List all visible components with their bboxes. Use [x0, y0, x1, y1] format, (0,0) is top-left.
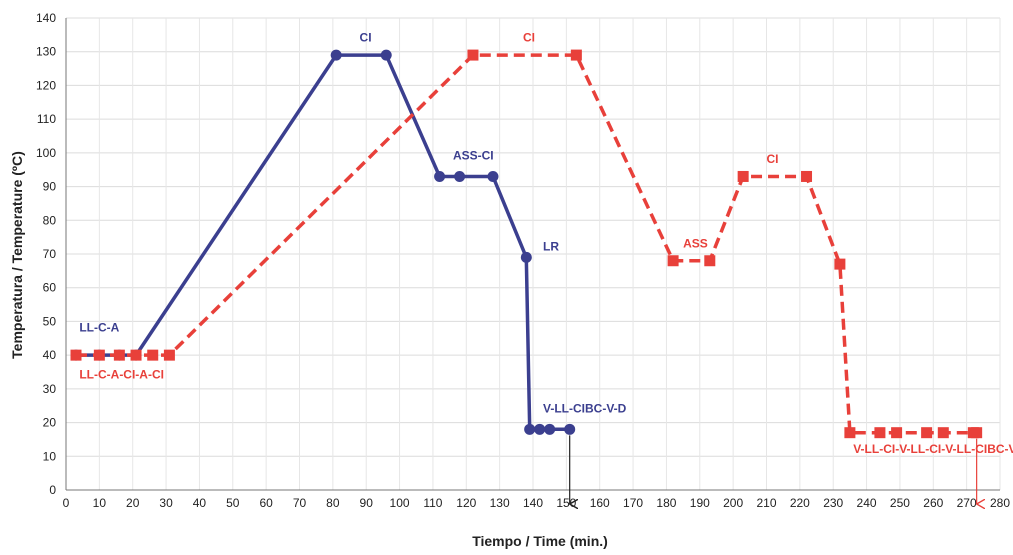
- data-point: [113, 349, 125, 361]
- data-point: [937, 427, 949, 439]
- annotation-label: LR: [543, 240, 559, 254]
- y-tick-label: 100: [36, 146, 56, 160]
- data-point: [434, 170, 446, 182]
- x-tick-label: 120: [456, 496, 476, 510]
- y-tick-label: 130: [36, 45, 56, 59]
- data-point: [737, 170, 749, 182]
- y-tick-label: 10: [43, 449, 57, 463]
- annotation-label: ASS-CI: [453, 149, 494, 163]
- y-tick-label: 140: [36, 11, 56, 25]
- x-tick-label: 160: [590, 496, 610, 510]
- axes: [65, 18, 1000, 491]
- grid: [65, 17, 1001, 491]
- data-point: [147, 349, 159, 361]
- x-tick-label: 130: [490, 496, 510, 510]
- annotation-label: LL-C-A-CI-A-CI: [79, 368, 164, 382]
- x-tick-label: 100: [390, 496, 410, 510]
- x-tick-label: 180: [656, 496, 676, 510]
- x-tick-label: 0: [63, 496, 70, 510]
- y-tick-label: 70: [43, 247, 57, 261]
- data-point: [330, 49, 342, 61]
- x-tick-label: 80: [326, 496, 340, 510]
- data-point: [520, 251, 532, 263]
- data-point: [534, 423, 546, 435]
- data-point: [874, 427, 886, 439]
- data-point: [564, 423, 576, 435]
- y-tick-label: 40: [43, 348, 57, 362]
- end-arrows: [570, 435, 977, 504]
- data-point: [130, 349, 142, 361]
- annotation-label: CI: [523, 31, 535, 45]
- x-tick-label: 210: [756, 496, 776, 510]
- data-point: [380, 49, 392, 61]
- x-tick-label: 30: [159, 496, 173, 510]
- data-point: [93, 349, 105, 361]
- data-point: [704, 255, 716, 267]
- data-point: [544, 423, 556, 435]
- data-point: [844, 427, 856, 439]
- x-axis-label: Tiempo / Time (min.): [472, 533, 608, 549]
- y-tick-label: 80: [43, 213, 57, 227]
- y-axis-label: Temperatura / Temperature (ºC): [9, 151, 25, 359]
- x-tick-label: 220: [790, 496, 810, 510]
- annotation-label: V-LL-CIBC-V-D: [543, 401, 627, 415]
- annotation-label: CI: [767, 152, 779, 166]
- series-2: [70, 49, 983, 439]
- y-tick-label: 30: [43, 382, 57, 396]
- x-tick-label: 280: [990, 496, 1010, 510]
- annotation-label: LL-C-A: [79, 321, 119, 335]
- x-tick-label: 190: [690, 496, 710, 510]
- x-tick-label: 40: [193, 496, 207, 510]
- annotations: LL-C-A LL-C-A-CI-A-CI CI CI ASS-CI LR V-LL-CIB…: [79, 31, 1013, 456]
- annotation-label: V-LL-CI-V-LL-CI-V-LL-CIBC-V-D: [853, 442, 1013, 456]
- x-tick-label: 240: [857, 496, 877, 510]
- annotation-label: CI: [360, 31, 372, 45]
- data-point: [971, 427, 983, 439]
- y-tick-label: 60: [43, 281, 57, 295]
- x-tick-label: 60: [259, 496, 273, 510]
- tick-labels: 0 10 20 30 40 50 60 70 80 90 100 110 120 130 140 150 160…: [36, 11, 1010, 510]
- data-point: [487, 170, 499, 182]
- y-tick-label: 50: [43, 314, 57, 328]
- data-point: [524, 423, 536, 435]
- data-point: [570, 49, 582, 61]
- y-tick-label: 0: [49, 483, 56, 497]
- data-point: [891, 427, 903, 439]
- x-tick-label: 270: [957, 496, 977, 510]
- data-point: [667, 255, 679, 267]
- x-tick-label: 260: [923, 496, 943, 510]
- y-tick-label: 20: [43, 416, 57, 430]
- y-tick-label: 110: [37, 112, 56, 126]
- x-tick-label: 50: [226, 496, 240, 510]
- series: [70, 49, 983, 439]
- x-tick-label: 20: [126, 496, 140, 510]
- data-point: [163, 349, 175, 361]
- x-tick-label: 200: [723, 496, 743, 510]
- data-point: [834, 258, 846, 270]
- y-tick-label: 120: [36, 78, 56, 92]
- x-tick-label: 140: [523, 496, 543, 510]
- data-point: [467, 49, 479, 61]
- x-tick-label: 250: [890, 496, 910, 510]
- x-tick-label: 150: [556, 496, 576, 510]
- x-tick-label: 70: [293, 496, 307, 510]
- x-tick-label: 110: [423, 496, 442, 510]
- y-tick-label: 90: [43, 180, 57, 194]
- data-point: [454, 170, 466, 182]
- data-point: [70, 349, 82, 361]
- x-tick-label: 230: [823, 496, 843, 510]
- data-point: [801, 170, 813, 182]
- x-tick-label: 170: [623, 496, 643, 510]
- annotation-label: ASS: [683, 236, 708, 250]
- x-tick-label: 10: [93, 496, 107, 510]
- data-point: [921, 427, 933, 439]
- x-tick-label: 90: [360, 496, 374, 510]
